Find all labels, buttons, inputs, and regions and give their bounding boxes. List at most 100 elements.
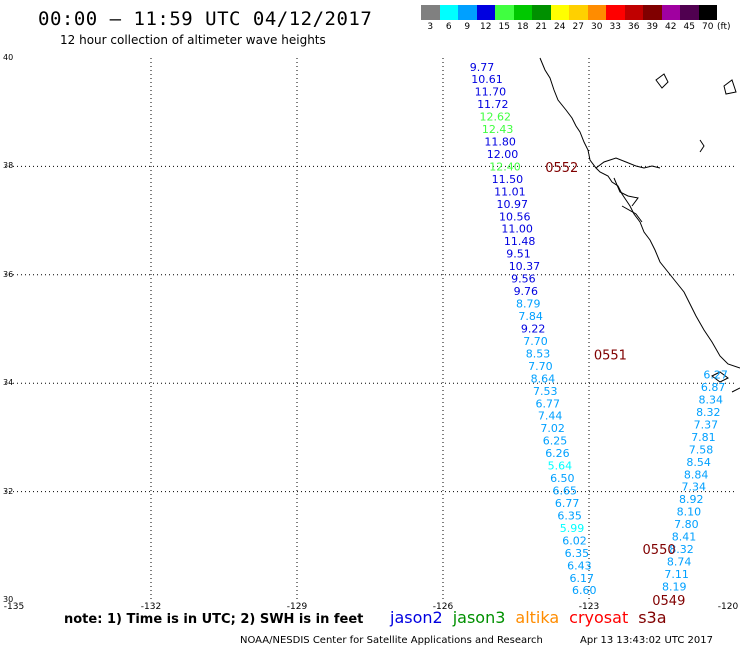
wave-height-value: 8.92: [679, 493, 704, 506]
legend-label: 42: [665, 22, 677, 32]
legend-swatch: [550, 5, 569, 20]
legend-unit: (ft): [717, 22, 731, 32]
pass-time-label: 0549: [652, 594, 685, 609]
wave-height-value: 8.53: [526, 347, 551, 360]
legend-swatch: [476, 5, 495, 20]
wave-height-value: 8.41: [672, 531, 697, 544]
legend-swatch: [421, 5, 440, 20]
wave-height-value: 8.32: [669, 543, 694, 556]
wave-height-value: 11.00: [501, 223, 533, 236]
legend-swatch: [698, 5, 717, 20]
longitude-label: -123: [578, 602, 600, 612]
legend-swatch: [458, 5, 477, 20]
wave-height-value: 7.70: [523, 335, 548, 348]
legend-swatch: [513, 5, 532, 20]
wave-height-value: 11.48: [504, 235, 536, 248]
longitude-label: -132: [140, 602, 162, 612]
wave-height-value: 7.81: [691, 431, 716, 444]
map-grid: [5, 58, 735, 600]
credit-line: NOAA/NESDIS Center for Satellite Applica…: [240, 635, 543, 646]
legend-label: 21: [535, 22, 547, 32]
wave-height-value: 7.84: [518, 310, 543, 323]
wave-height-value: 8.79: [516, 298, 541, 311]
altimeter-tracks: 9.7710.6111.7011.7212.6212.4311.8012.001…: [470, 61, 728, 597]
latitude-label: 30: [3, 595, 14, 604]
pass-time-label: 0552: [545, 161, 578, 176]
wave-height-value: 9.77: [470, 61, 495, 74]
wave-height-value: 8.74: [667, 556, 692, 569]
lake-outline: [655, 73, 737, 153]
wave-height-value: 8.34: [699, 393, 724, 406]
wave-height-value: 10.97: [497, 198, 529, 211]
pass-time-label: 0550: [643, 543, 676, 558]
wave-height-value: 9.76: [514, 285, 539, 298]
legend-label: 12: [480, 22, 492, 32]
longitude-label: -135: [3, 602, 25, 612]
satellite-name: altika: [515, 608, 560, 627]
wave-height-value: 10.37: [509, 260, 541, 273]
wave-height-value: 9.51: [506, 248, 531, 261]
latitude-label: 36: [3, 269, 14, 279]
legend-label: 70: [702, 22, 714, 32]
satellite-legend: jason2 jason3 altika cryosat s3a: [390, 608, 667, 627]
legend-swatch: [624, 5, 643, 20]
wave-height-value: 6.43: [567, 559, 592, 572]
wave-height-value: 7.80: [674, 518, 699, 531]
legend-label: 27: [572, 22, 584, 32]
legend-swatch: [606, 5, 625, 20]
wave-height-value: 6.17: [570, 572, 595, 585]
legend-label: 36: [628, 22, 640, 32]
wave-height-value: 6.65: [553, 485, 578, 498]
legend-swatch: [495, 5, 514, 20]
wave-height-value: 8.32: [696, 406, 721, 419]
legend-swatch: [569, 5, 588, 20]
wave-height-value: 10.61: [471, 73, 503, 86]
wave-height-value: 6.60: [572, 584, 597, 597]
wave-height-value: 9.22: [521, 322, 546, 335]
legend-label: 3: [427, 22, 434, 32]
bay-outline: [595, 157, 661, 223]
wave-height-value: 12.43: [482, 123, 514, 136]
legend-label: 45: [683, 22, 695, 32]
legend-label: 24: [554, 22, 566, 32]
satellite-name: jason2: [390, 608, 443, 627]
wave-height-value: 6.87: [701, 381, 726, 394]
wave-height-value: 8.54: [686, 456, 711, 469]
wave-height-value: 6.27: [703, 369, 728, 382]
legend-swatch: [587, 5, 606, 20]
wave-height-value: 11.50: [492, 173, 523, 186]
wave-height-value: 8.84: [684, 468, 709, 481]
satellite-name: s3a: [638, 608, 667, 627]
wave-height-value: 7.70: [528, 360, 553, 373]
wave-height-value: 11.80: [484, 135, 516, 148]
wave-height-value: 11.70: [475, 86, 507, 99]
legend-label: 39: [646, 22, 658, 32]
wave-height-value: 6.26: [545, 447, 570, 460]
units-note: note: 1) Time is in UTC; 2) SWH is in fe…: [64, 612, 364, 627]
channel-islands: [711, 371, 740, 393]
pass-time-labels: 0552 0551 0550 0549: [545, 161, 685, 609]
color-legend: [421, 5, 717, 20]
wave-height-value: 6.50: [550, 472, 575, 485]
wave-height-value: 6.77: [555, 497, 580, 510]
wave-height-value: 9.56: [511, 273, 535, 286]
coastline: [539, 57, 740, 369]
wave-height-value: 6.77: [535, 397, 560, 410]
legend-swatch: [661, 5, 680, 20]
wave-height-value: 7.44: [538, 410, 563, 423]
wave-height-value: 7.02: [540, 422, 565, 435]
generated-timestamp: Apr 13 13:43:02 UTC 2017: [580, 635, 713, 646]
latitude-label: 40: [3, 53, 14, 62]
legend-label: 6: [445, 22, 452, 32]
page-title: 00:00 – 11:59 UTC 04/12/2017: [38, 8, 373, 30]
wave-height-value: 10.56: [499, 210, 531, 223]
wave-height-value: 6.02: [562, 534, 587, 547]
latitude-label: 34: [3, 378, 14, 388]
legend-label: 15: [498, 22, 510, 32]
legend-label: 18: [517, 22, 529, 32]
legend-swatch: [439, 5, 458, 20]
wave-height-value: 6.35: [557, 509, 582, 522]
wave-height-value: 8.64: [531, 372, 556, 385]
wave-height-value: 11.72: [477, 98, 509, 111]
